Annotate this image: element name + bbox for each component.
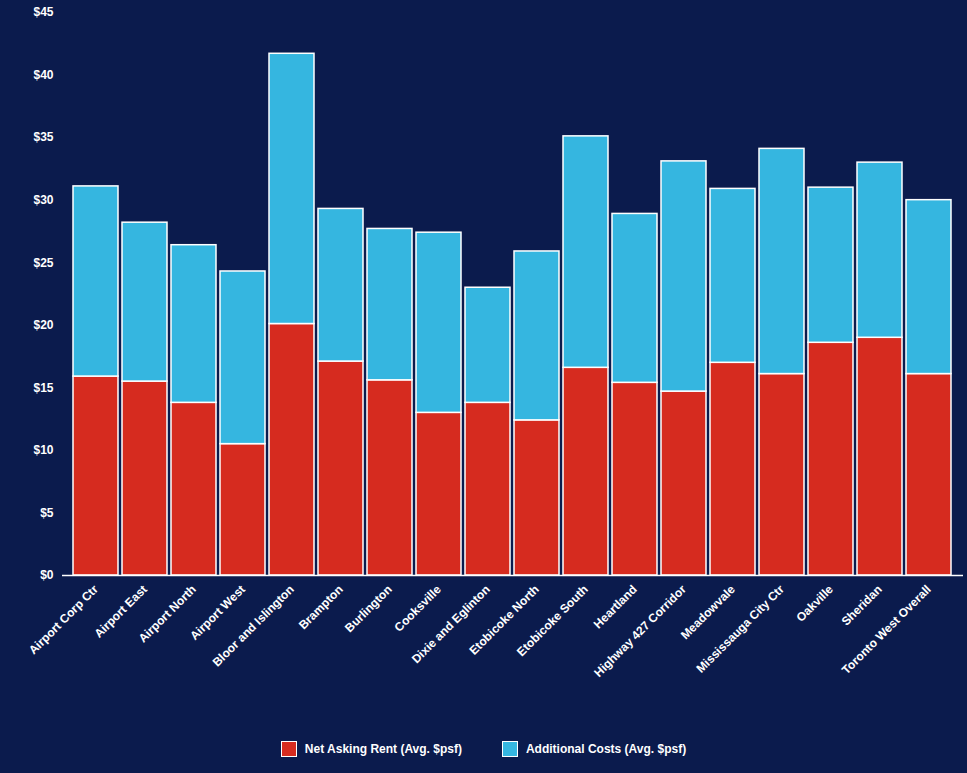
svg-text:Bloor and Islington: Bloor and Islington	[210, 582, 297, 669]
svg-text:$15: $15	[33, 381, 53, 395]
svg-text:Airport North: Airport North	[135, 582, 199, 646]
svg-text:$20: $20	[33, 318, 53, 332]
svg-text:Brampton: Brampton	[296, 582, 346, 632]
svg-text:Meadowvale: Meadowvale	[677, 582, 738, 643]
svg-text:$30: $30	[33, 193, 53, 207]
svg-text:Heartland: Heartland	[591, 582, 640, 631]
svg-text:Airport West: Airport West	[187, 582, 248, 643]
svg-text:Toronto West Overall: Toronto West Overall	[839, 582, 934, 677]
svg-text:Sheridan: Sheridan	[839, 582, 885, 628]
svg-text:Oakville: Oakville	[793, 582, 836, 625]
svg-text:Etobicoke South: Etobicoke South	[514, 582, 591, 659]
svg-text:Etobicoke North: Etobicoke North	[466, 582, 542, 658]
svg-text:$45: $45	[33, 5, 53, 19]
svg-text:$40: $40	[33, 68, 53, 82]
svg-text:Burlington: Burlington	[342, 582, 395, 635]
html-text:Additional Costs (Avg. $psf): Additional Costs (Avg. $psf)	[525, 742, 687, 756]
svg-text:Mississauga City Ctr: Mississauga City Ctr	[693, 582, 787, 676]
svg-text:$10: $10	[33, 443, 53, 457]
svg-text:Cooksville: Cooksville	[391, 582, 444, 635]
svg-text:Dixie and Eglinton: Dixie and Eglinton	[408, 582, 493, 667]
html-text:Net Asking Rent (Avg. $psf): Net Asking Rent (Avg. $psf)	[304, 742, 462, 756]
svg-text:$0: $0	[40, 568, 54, 582]
svg-text:Airport Corp Ctr: Airport Corp Ctr	[26, 582, 101, 657]
svg-text:Airport East: Airport East	[91, 582, 150, 641]
svg-text:Highway 427 Corridor: Highway 427 Corridor	[591, 582, 689, 680]
svg-text:$35: $35	[33, 130, 53, 144]
svg-text:$5: $5	[40, 506, 54, 520]
svg-text:$25: $25	[33, 256, 53, 270]
